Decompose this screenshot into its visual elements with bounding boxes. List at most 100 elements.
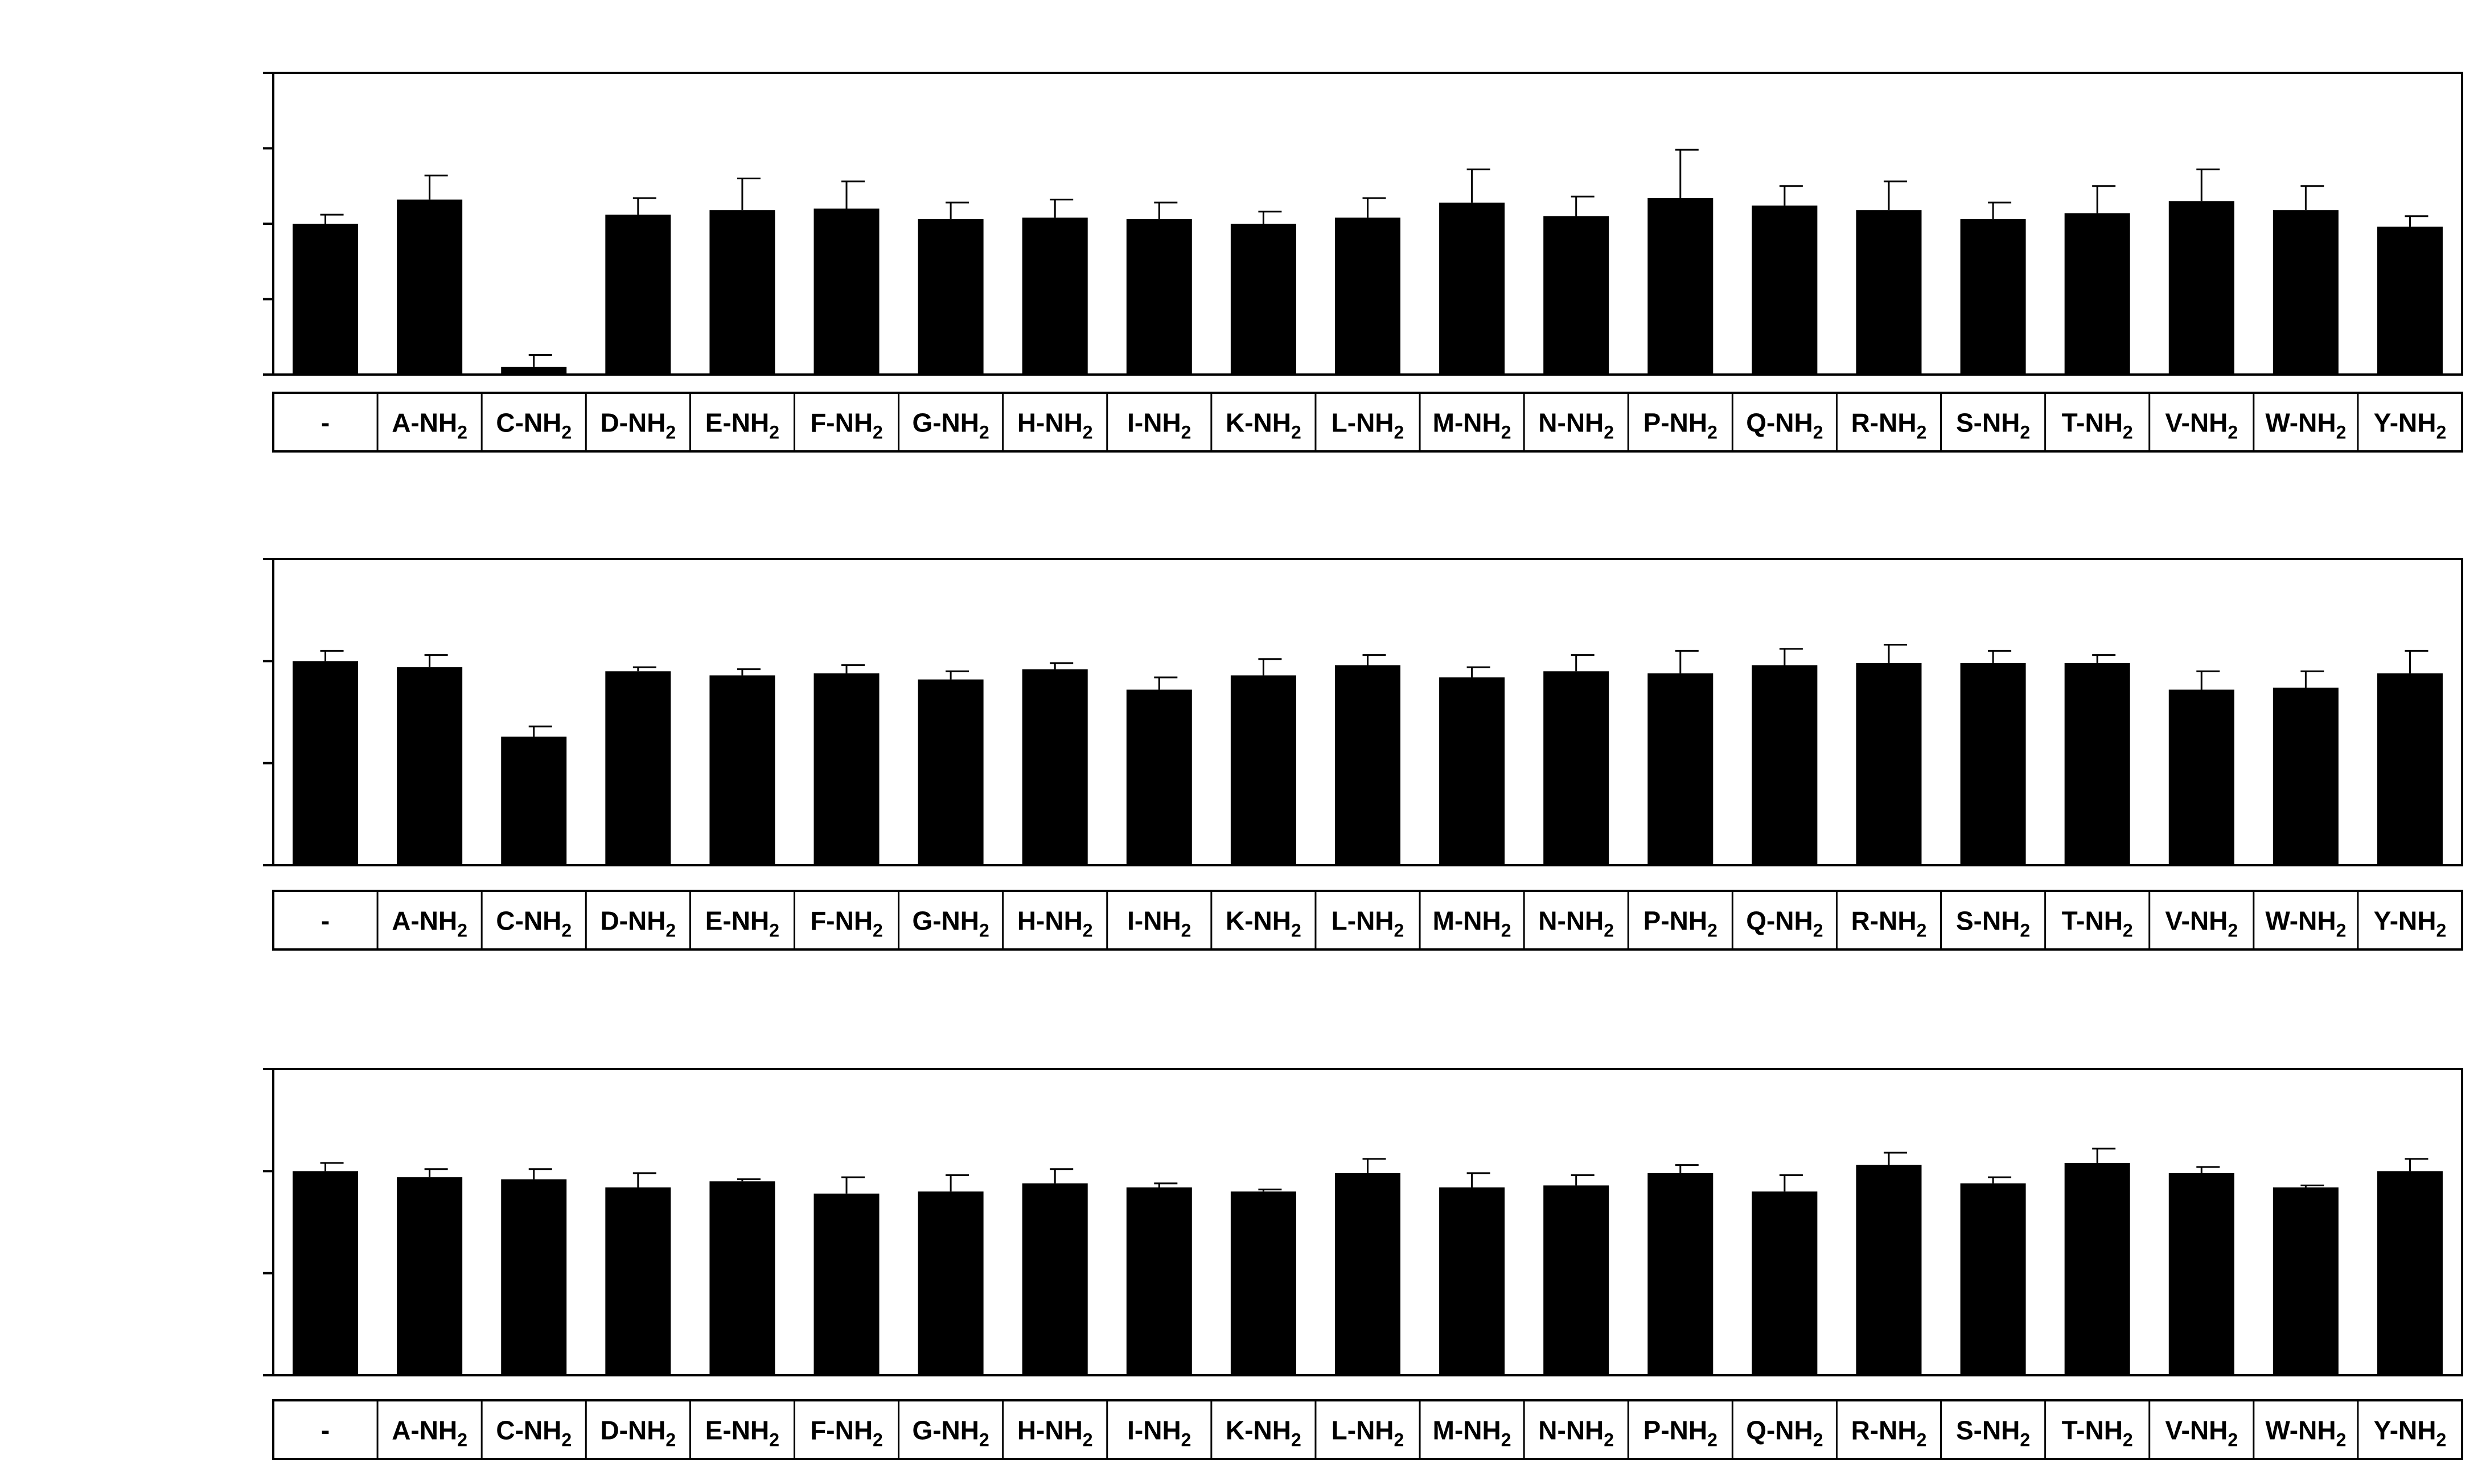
bar-13 — [1647, 198, 1714, 375]
bar-9 — [1230, 1191, 1296, 1375]
category-label-17: T-NH2 — [2062, 1416, 2133, 1450]
category-label-8: I-NH2 — [1127, 1416, 1191, 1450]
bar-14 — [1752, 205, 1818, 375]
bar-17 — [2064, 213, 2130, 375]
category-label-10: L-NH2 — [1332, 906, 1404, 941]
bar-19 — [2273, 687, 2339, 865]
category-label-7: H-NH2 — [1017, 408, 1093, 443]
category-label-4: E-NH2 — [705, 408, 779, 443]
category-label-4: E-NH2 — [705, 1416, 779, 1450]
category-label-12: N-NH2 — [1538, 408, 1614, 443]
bar-4 — [709, 210, 775, 375]
bar-14 — [1752, 665, 1818, 865]
bar-11 — [1439, 202, 1505, 375]
category-label-5: F-NH2 — [810, 906, 883, 941]
category-label-6: G-NH2 — [912, 906, 989, 941]
category-label-5: F-NH2 — [810, 408, 883, 443]
category-table — [272, 392, 2463, 453]
category-label-4: E-NH2 — [705, 906, 779, 941]
category-label-19: W-NH2 — [2265, 408, 2346, 443]
category-label-0: - — [321, 906, 330, 936]
category-label-11: M-NH2 — [1433, 1416, 1511, 1450]
bar-10 — [1335, 217, 1400, 375]
category-label-11: M-NH2 — [1433, 906, 1511, 941]
category-label-0: - — [321, 408, 330, 438]
bar-0 — [293, 661, 359, 865]
bar-19 — [2273, 1187, 2339, 1375]
category-label-5: F-NH2 — [810, 1416, 883, 1450]
category-label-16: S-NH2 — [1956, 1416, 2030, 1450]
category-label-6: G-NH2 — [912, 408, 989, 443]
category-label-6: G-NH2 — [912, 1416, 989, 1450]
bar-15 — [1856, 663, 1922, 865]
category-label-15: R-NH2 — [1851, 408, 1927, 443]
bar-20 — [2377, 673, 2443, 865]
bar-17 — [2064, 663, 2130, 865]
category-label-7: H-NH2 — [1017, 906, 1093, 941]
bar-8 — [1126, 1187, 1192, 1375]
category-label-18: V-NH2 — [2165, 906, 2238, 941]
bar-19 — [2273, 210, 2339, 375]
category-label-9: K-NH2 — [1226, 906, 1301, 941]
bar-18 — [2168, 689, 2234, 865]
category-table — [272, 1399, 2463, 1460]
bar-11 — [1439, 677, 1505, 865]
bar-3 — [605, 1187, 671, 1375]
bar-16 — [1960, 219, 2026, 375]
category-label-10: L-NH2 — [1332, 408, 1404, 443]
category-label-11: M-NH2 — [1433, 408, 1511, 443]
bar-8 — [1126, 219, 1192, 375]
bar-5 — [813, 208, 880, 375]
bar-6 — [918, 219, 984, 375]
category-label-12: N-NH2 — [1538, 906, 1614, 941]
category-label-1: A-NH2 — [392, 1416, 467, 1450]
bar-18 — [2168, 201, 2234, 375]
bar-2 — [501, 367, 567, 375]
bar-15 — [1856, 210, 1922, 375]
bar-7 — [1022, 1183, 1088, 1375]
category-label-18: V-NH2 — [2165, 408, 2238, 443]
bar-9 — [1230, 675, 1296, 865]
bar-9 — [1230, 224, 1296, 375]
bar-3 — [605, 671, 671, 865]
category-label-10: L-NH2 — [1332, 1416, 1404, 1450]
category-label-20: Y-NH2 — [2374, 906, 2447, 941]
category-label-16: S-NH2 — [1956, 906, 2030, 941]
bar-7 — [1022, 217, 1088, 375]
bar-14 — [1752, 1191, 1818, 1375]
category-label-19: W-NH2 — [2265, 1416, 2346, 1450]
bar-13 — [1647, 1173, 1714, 1375]
category-label-14: Q-NH2 — [1746, 408, 1823, 443]
bar-15 — [1856, 1165, 1922, 1375]
category-label-13: P-NH2 — [1643, 906, 1717, 941]
bar-11 — [1439, 1187, 1505, 1375]
category-label-13: P-NH2 — [1643, 1416, 1717, 1450]
category-label-16: S-NH2 — [1956, 408, 2030, 443]
category-label-20: Y-NH2 — [2374, 1416, 2447, 1450]
category-label-8: I-NH2 — [1127, 408, 1191, 443]
bar-0 — [293, 1171, 359, 1375]
category-label-2: C-NH2 — [496, 1416, 572, 1450]
category-label-2: C-NH2 — [496, 408, 572, 443]
bar-1 — [397, 667, 463, 865]
bar-5 — [813, 1193, 880, 1375]
category-label-9: K-NH2 — [1226, 408, 1301, 443]
bar-20 — [2377, 1171, 2443, 1375]
bar-16 — [1960, 1183, 2026, 1375]
bar-17 — [2064, 1162, 2130, 1375]
category-label-19: W-NH2 — [2265, 906, 2346, 941]
category-label-15: R-NH2 — [1851, 1416, 1927, 1450]
bar-2 — [501, 1179, 567, 1375]
bar-18 — [2168, 1173, 2234, 1375]
bar-12 — [1543, 671, 1609, 865]
category-label-3: D-NH2 — [600, 408, 676, 443]
bar-12 — [1543, 216, 1609, 375]
bar-4 — [709, 675, 775, 865]
category-label-7: H-NH2 — [1017, 1416, 1093, 1450]
chart-panel-c: - A-NH2 C-NH2 D-NH2 E-NH2 F-NH2 G-NH2 H-NH2 I-NH… — [263, 1068, 2463, 1460]
category-label-20: Y-NH2 — [2374, 408, 2447, 443]
bar-13 — [1647, 673, 1714, 865]
category-label-14: Q-NH2 — [1746, 1416, 1823, 1450]
category-label-1: A-NH2 — [392, 906, 467, 941]
